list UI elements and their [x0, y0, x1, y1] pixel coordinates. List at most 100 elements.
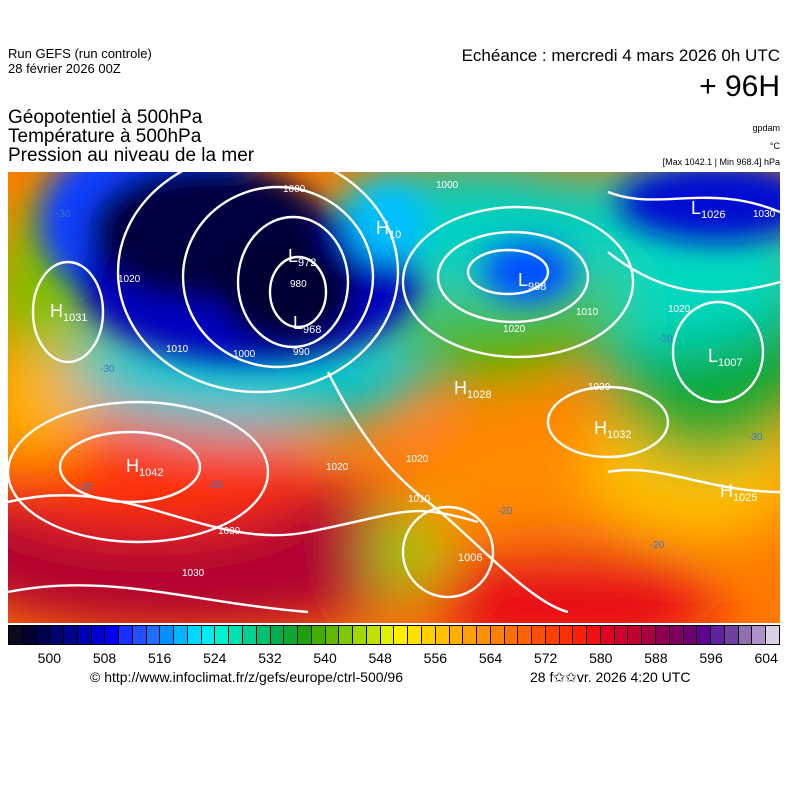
colorbar-swatch [160, 626, 175, 644]
isobars [8, 172, 780, 614]
pressure-centers: H1031 L972 L968 H10 L988 L1026 L1007 H10… [50, 198, 757, 564]
temperature-label: -20 [650, 540, 665, 551]
colorbar-swatch [711, 626, 725, 644]
colorbar-swatch [366, 626, 381, 644]
colorbar-tick-label: 596 [699, 650, 723, 666]
isobar-label: 1020 [668, 304, 691, 315]
colorbar-swatch [77, 626, 92, 644]
center-1006: 1006 [458, 552, 482, 564]
high-center-1028: H1028 [454, 378, 491, 401]
isobar-label: 1030 [753, 209, 776, 220]
colorbar-swatch [339, 626, 354, 644]
colorbar-swatch [738, 626, 753, 644]
colorbar-swatch [229, 626, 244, 644]
isobar-label: 1030 [182, 568, 205, 579]
colorbar-swatch [766, 626, 779, 644]
colorbar-swatch [201, 626, 216, 644]
colorbar-swatch [174, 626, 188, 644]
colorbar-tick-label: 540 [313, 650, 337, 666]
colorbar-swatch [256, 626, 271, 644]
temperature-label: -30 [100, 364, 115, 375]
isobar-labels: 1000 990 980 1020 1010 1000 1000 1010 10… [118, 180, 776, 579]
colorbar-swatch [669, 626, 684, 644]
unit-pressure-range: [Max 1042.1 | Min 968.4] hPa [662, 157, 780, 167]
isobar-label: 1010 [408, 494, 431, 505]
field-pressure: Pression au niveau de la mer [8, 145, 255, 166]
field-titles: Géopotentiel à 500hPa Température à 500h… [8, 108, 254, 165]
colorbar-swatch [490, 626, 505, 644]
colorbar-swatch [105, 626, 120, 644]
low-center-972: L972 [288, 246, 316, 269]
colorbar-swatch [587, 626, 601, 644]
colorbar-swatch [752, 626, 767, 644]
isobar-label: 990 [293, 347, 310, 358]
high-center-1031: H1031 [50, 301, 87, 324]
temperature-label: -30 [658, 334, 673, 345]
colorbar-swatch [600, 626, 615, 644]
colorbar-swatch [408, 626, 422, 644]
colorbar-swatch [421, 626, 436, 644]
colorbar-swatch [298, 626, 312, 644]
colorbar-swatch [215, 626, 230, 644]
colorbar-swatch [9, 626, 23, 644]
colorbar-swatch [50, 626, 65, 644]
colorbar-tick-label: 524 [203, 650, 227, 666]
colorbar-swatch [311, 626, 326, 644]
colorbar-swatch [187, 626, 202, 644]
isobar-label: 1010 [166, 344, 189, 355]
high-center-1042: H1042 [126, 456, 163, 479]
colorbar-tick-label: 516 [147, 650, 172, 666]
isobar-label: 1020 [503, 324, 526, 335]
colorbar-swatch [380, 626, 395, 644]
colorbar [8, 625, 780, 645]
colorbar-swatch [325, 626, 340, 644]
high-center-1025: H1025 [720, 481, 757, 504]
colorbar-swatch [683, 626, 698, 644]
isobar-label: 1030 [588, 382, 611, 393]
colorbar-tick-label: 556 [423, 650, 448, 666]
colorbar-swatch [518, 626, 533, 644]
colorbar-tick-label: 508 [92, 650, 117, 666]
isobar-label: 1000 [233, 349, 256, 360]
colorbar-tick-label: 588 [644, 650, 668, 666]
low-center-988: L988 [518, 270, 546, 293]
colorbar-swatch [477, 626, 491, 644]
colorbar-swatch [655, 626, 670, 644]
isobar-label: 1030 [218, 526, 241, 537]
colorbar-swatch [119, 626, 133, 644]
isobar-label: 980 [290, 279, 307, 290]
generated-time: 28 f✩✩vr. 2026 4:20 UTC [530, 669, 691, 685]
unit-gpdam: gpdam [752, 123, 780, 133]
weather-map: H1031 L972 L968 H10 L988 L1026 L1007 H10… [8, 172, 780, 623]
forecast-valid-time: Echéance : mercredi 4 mars 2026 0h UTC [461, 46, 780, 65]
colorbar-swatch [463, 626, 478, 644]
low-center-968: L968 [293, 313, 321, 336]
run-date: 28 février 2026 00Z [8, 61, 121, 76]
colorbar-swatch [573, 626, 588, 644]
temperature-label: -30 [56, 209, 71, 220]
isobar-label: 1000 [283, 184, 306, 195]
colorbar-tick-label: 532 [258, 650, 282, 666]
colorbar-swatch [353, 626, 367, 644]
high-center-1032: H1032 [594, 418, 631, 441]
temperature-label: -20 [208, 480, 223, 491]
unit-celsius: °C [769, 141, 780, 151]
colorbar-tick-label: 548 [368, 650, 392, 666]
colorbar-tick-label: 572 [533, 650, 558, 666]
colorbar-swatch [532, 626, 546, 644]
colorbar-swatch [36, 626, 51, 644]
colorbar-swatch [642, 626, 656, 644]
isobar-label: 1020 [406, 454, 429, 465]
colorbar-swatch [394, 626, 409, 644]
colorbar-tick-label: 604 [754, 650, 778, 666]
colorbar-tick-label: 564 [478, 650, 503, 666]
colorbar-tick-label: 580 [589, 650, 613, 666]
colorbar-swatch [614, 626, 629, 644]
temperature-label: -20 [78, 482, 93, 493]
colorbar-swatch [559, 626, 574, 644]
temperature-labels: -30 -30 -20 -20 -20 -20 -30 -30 [56, 209, 763, 551]
colorbar-swatch [449, 626, 464, 644]
field-geopotential: Géopotentiel à 500hPa [8, 107, 203, 128]
isobar-label: 1020 [326, 462, 349, 473]
run-info: Run GEFS (run controle) 28 février 2026 … [8, 46, 152, 76]
